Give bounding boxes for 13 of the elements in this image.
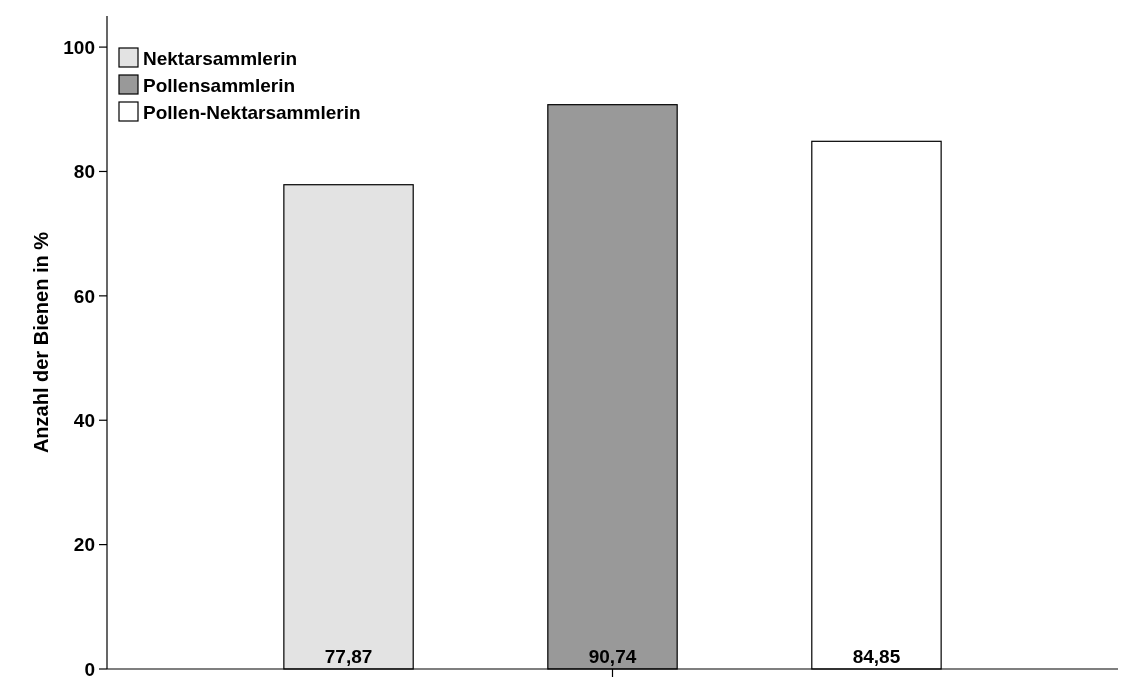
y-tick-label: 40	[73, 409, 95, 431]
y-tick-label: 60	[73, 285, 95, 307]
y-axis-title: Anzahl der Bienen in %	[30, 231, 52, 454]
y-tick-label: 0	[84, 658, 95, 680]
data-label: 77,87	[324, 646, 373, 667]
y-tick-label: 100	[63, 36, 95, 58]
data-label: 90,74	[588, 646, 637, 667]
legend-label: Nektarsammlerin	[143, 47, 298, 69]
y-tick-label: 80	[73, 161, 95, 183]
data-label: 84,85	[852, 646, 901, 667]
legend-label: Pollensammlerin	[143, 74, 296, 96]
legend-label: Pollen-Nektarsammlerin	[143, 101, 361, 123]
y-tick-label: 20	[73, 534, 95, 556]
